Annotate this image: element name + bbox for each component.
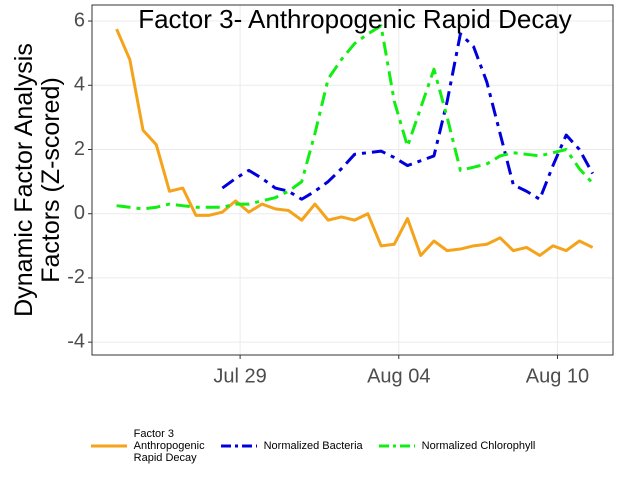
y-tick-label: 6 [74, 9, 85, 31]
y-axis-label: Dynamic Factor Analysis Factors (Z-score… [10, 43, 65, 317]
y-tick-label: -2 [67, 266, 85, 288]
legend-swatch [90, 444, 127, 448]
chart: -4 -2 0 2 4 6 Jul 29 Aug 04 Aug 10 Factor 3- Anth… [67, 4, 614, 387]
y-tick-label: 4 [74, 74, 85, 96]
x-tick-label: Aug 10 [526, 365, 589, 387]
legend-label: Factor 3 Anthropogenic Rapid Decay [133, 428, 205, 464]
legend-label: Normalized Bacteria [263, 440, 363, 452]
legend-swatch [378, 444, 415, 448]
legend-swatch [220, 444, 257, 448]
y-tick-label: 0 [74, 202, 85, 224]
series-line [116, 24, 594, 211]
legend-item: Factor 3 Anthropogenic Rapid Decay [89, 428, 205, 464]
legend-item: Normalized Chlorophyll [377, 440, 536, 452]
legend: Factor 3 Anthropogenic Rapid Decay Normal… [0, 428, 624, 464]
legend-item: Normalized Bacteria [219, 440, 363, 452]
y-tick-label: 2 [74, 138, 85, 160]
plot-border [91, 4, 614, 356]
x-tick-label: Jul 29 [213, 365, 266, 387]
series-line [115, 28, 594, 257]
y-tick-label: -4 [67, 330, 85, 352]
chart-title: Factor 3- Anthropogenic Rapid Decay [138, 4, 572, 34]
series-line [221, 32, 594, 201]
x-tick-label: Aug 04 [367, 365, 430, 387]
legend-label: Normalized Chlorophyll [421, 440, 536, 452]
